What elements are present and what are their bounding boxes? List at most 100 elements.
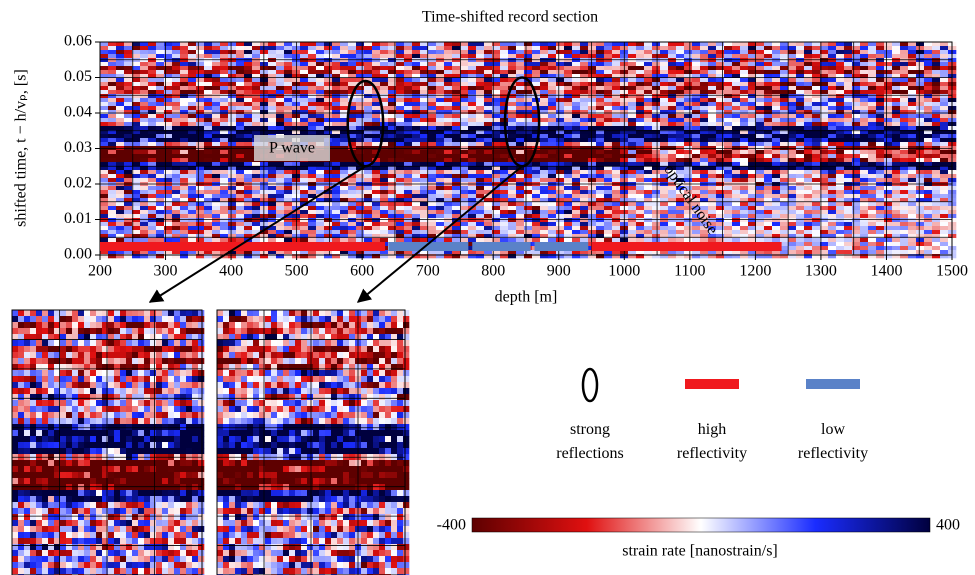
heatmap-cell — [156, 154, 165, 159]
heatmap-cell — [404, 142, 413, 147]
heatmap-cell — [804, 190, 813, 195]
heatmap-cell — [796, 226, 805, 231]
heatmap-cell — [660, 222, 669, 227]
heatmap-cell — [428, 98, 437, 103]
heatmap-cell — [668, 130, 677, 135]
heatmap-cell — [364, 186, 373, 191]
heatmap-cell — [132, 190, 141, 195]
heatmap-cell — [284, 230, 293, 235]
heatmap-cell — [540, 114, 549, 119]
heatmap-cell — [180, 222, 189, 227]
heatmap-cell — [796, 186, 805, 191]
heatmap-cell — [716, 210, 725, 215]
heatmap-cell — [524, 42, 533, 47]
heatmap-cell — [420, 74, 429, 79]
heatmap-cell — [188, 110, 197, 115]
heatmap-cell — [404, 70, 413, 75]
heatmap-cell — [404, 90, 413, 95]
heatmap-cell — [692, 186, 701, 191]
heatmap-cell — [804, 202, 813, 207]
heatmap-cell — [796, 54, 805, 59]
heatmap-cell — [116, 110, 125, 115]
heatmap-cell — [196, 86, 205, 91]
heatmap-cell — [668, 134, 677, 139]
heatmap-cell — [644, 86, 653, 91]
heatmap-cell — [556, 130, 565, 135]
heatmap-cell — [788, 66, 797, 71]
heatmap-cell — [276, 66, 285, 71]
heatmap-cell — [604, 50, 613, 55]
heatmap-cell — [252, 238, 261, 243]
heatmap-cell — [212, 86, 221, 91]
heatmap-cell — [508, 54, 517, 59]
heatmap-cell — [420, 46, 429, 51]
heatmap-cell — [220, 130, 229, 135]
heatmap-cell — [780, 134, 789, 139]
heatmap-cell — [716, 150, 725, 155]
heatmap-cell — [652, 106, 661, 111]
heatmap-cell — [340, 226, 349, 231]
heatmap-cell — [492, 158, 501, 163]
heatmap-cell — [236, 134, 245, 139]
heatmap-cell — [284, 122, 293, 127]
heatmap-cell — [300, 174, 309, 179]
heatmap-cell — [484, 162, 493, 167]
heatmap-cell — [580, 202, 589, 207]
heatmap-cell — [660, 46, 669, 51]
heatmap-cell — [204, 114, 213, 119]
heatmap-cell — [572, 94, 581, 99]
heatmap-cell — [548, 110, 557, 115]
heatmap-cell — [356, 226, 365, 231]
heatmap-cell — [148, 194, 157, 199]
heatmap-cell — [724, 170, 733, 175]
heatmap-cell — [676, 78, 685, 83]
heatmap-cell — [556, 42, 565, 47]
heatmap-cell — [588, 66, 597, 71]
heatmap-cell — [420, 66, 429, 71]
heatmap-cell — [204, 66, 213, 71]
heatmap-cell — [740, 98, 749, 103]
heatmap-cell — [108, 90, 117, 95]
heatmap-cell — [108, 98, 117, 103]
heatmap-cell — [404, 150, 413, 155]
heatmap-cell — [460, 198, 469, 203]
heatmap-cell — [780, 94, 789, 99]
heatmap-cell — [284, 186, 293, 191]
heatmap-cell — [700, 90, 709, 95]
heatmap-cell — [692, 74, 701, 79]
heatmap-cell — [492, 222, 501, 227]
heatmap-cell — [316, 74, 325, 79]
heatmap-cell — [508, 58, 517, 63]
heatmap-cell — [316, 202, 325, 207]
heatmap-cell — [668, 190, 677, 195]
heatmap-cell — [772, 178, 781, 183]
heatmap-cell — [164, 78, 173, 83]
heatmap-cell — [580, 122, 589, 127]
heatmap-cell — [476, 78, 485, 83]
heatmap-cell — [332, 42, 341, 47]
heatmap-cell — [204, 130, 213, 135]
heatmap-cell — [436, 42, 445, 47]
heatmap-cell — [652, 234, 661, 239]
heatmap-cell — [484, 218, 493, 223]
heatmap-cell — [468, 98, 477, 103]
heatmap-cell — [500, 42, 509, 47]
heatmap-cell — [164, 94, 173, 99]
heatmap-cell — [372, 234, 381, 239]
heatmap-cell — [740, 90, 749, 95]
heatmap-cell — [188, 70, 197, 75]
heatmap-cell — [172, 218, 181, 223]
heatmap-cell — [692, 70, 701, 75]
heatmap-cell — [420, 150, 429, 155]
heatmap-cell — [708, 238, 717, 243]
heatmap-cell — [820, 206, 829, 211]
heatmap-cell — [220, 198, 229, 203]
heatmap-cell — [828, 254, 837, 259]
heatmap-cell — [388, 126, 397, 131]
heatmap-cell — [716, 218, 725, 223]
heatmap-cell — [188, 114, 197, 119]
heatmap-cell — [188, 206, 197, 211]
heatmap-cell — [436, 206, 445, 211]
heatmap-cell — [756, 106, 765, 111]
heatmap-cell — [140, 62, 149, 67]
